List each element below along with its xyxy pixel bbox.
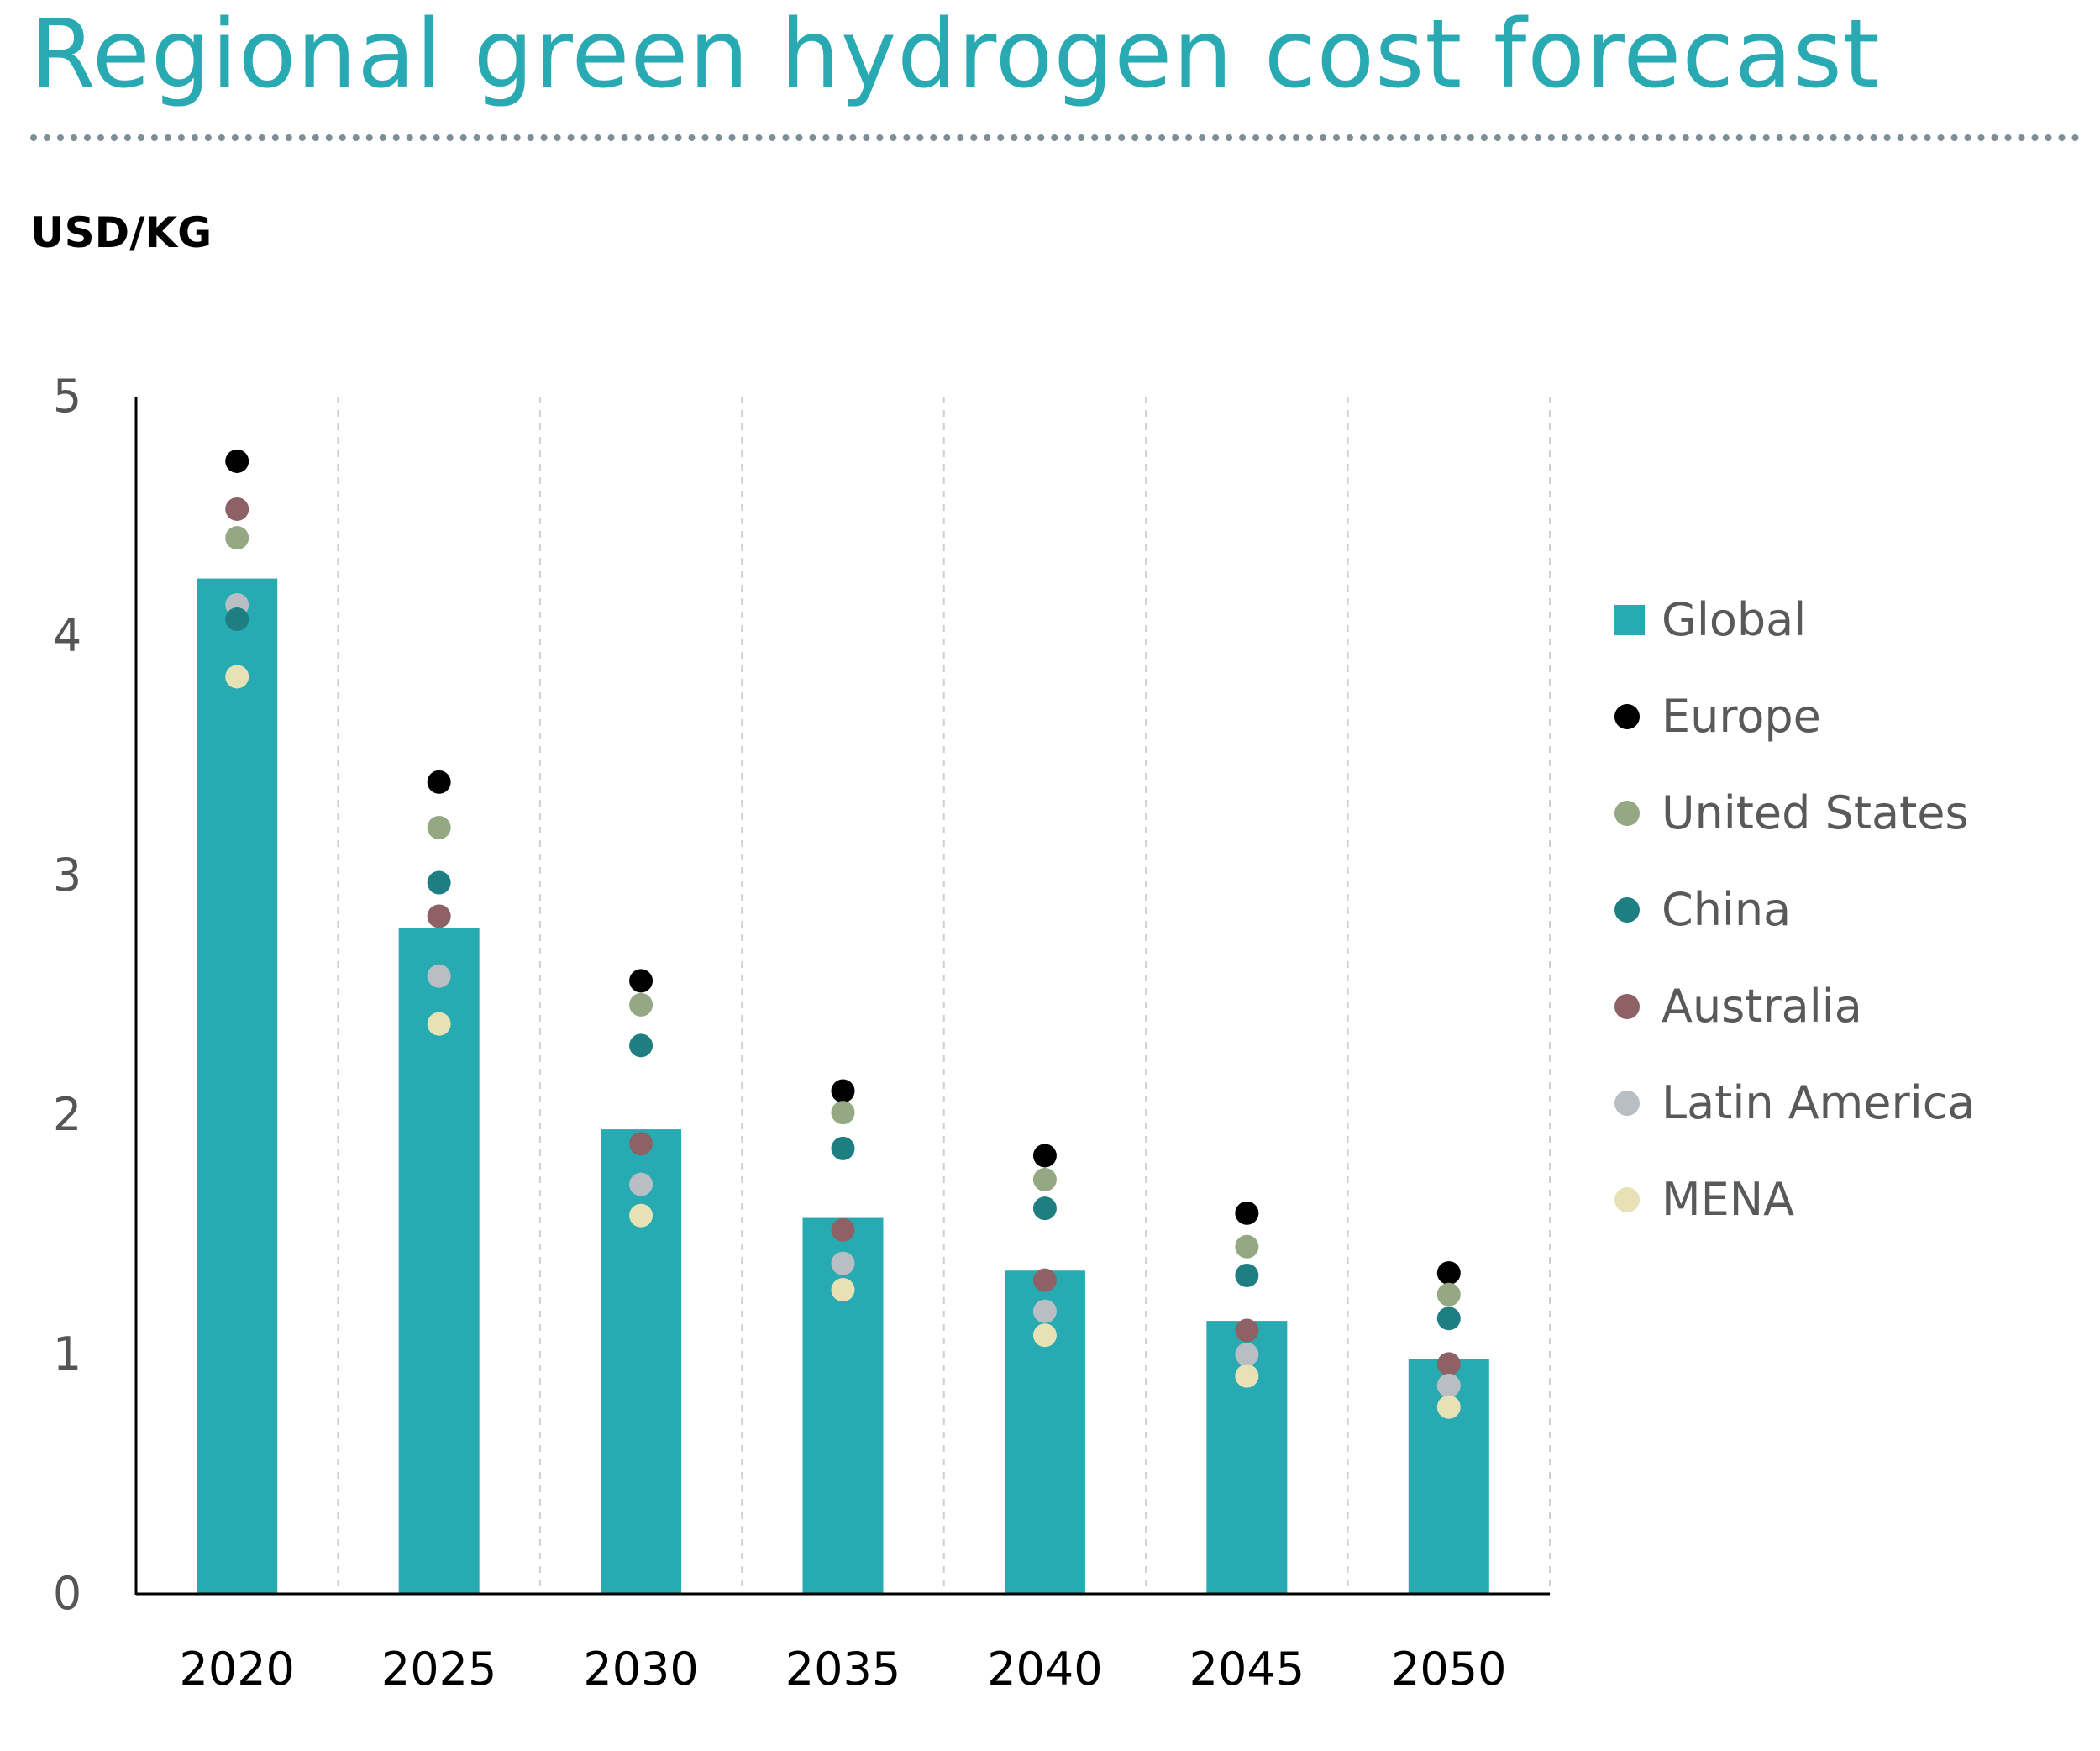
legend-item-latin-america: Latin America <box>1614 1054 1976 1151</box>
legend-swatch <box>1614 604 1645 635</box>
point-latin-america-2050 <box>1436 1374 1461 1398</box>
point-australia-2050 <box>1436 1352 1461 1376</box>
legend-swatch <box>1614 1090 1640 1116</box>
point-china-2040 <box>1032 1196 1057 1221</box>
title-divider <box>30 134 2080 141</box>
point-mena-2030 <box>629 1203 654 1228</box>
point-united-states-2050 <box>1436 1282 1461 1307</box>
point-europe-2035 <box>831 1079 855 1103</box>
point-latin-america-2030 <box>629 1172 654 1196</box>
point-australia-2045 <box>1235 1318 1259 1343</box>
point-united-states-2035 <box>831 1101 855 1125</box>
point-europe-2040 <box>1032 1144 1057 1168</box>
legend: Global Europe United States China Australia L… <box>1614 571 1976 1248</box>
legend-item-united-states: United States <box>1614 765 1976 861</box>
legend-label: Australia <box>1662 980 1862 1033</box>
legend-label: United States <box>1662 786 1969 839</box>
legend-item-global: Global <box>1614 571 1976 668</box>
point-china-2020 <box>225 607 249 632</box>
legend-swatch <box>1614 703 1640 729</box>
legend-label: China <box>1662 883 1792 936</box>
point-australia-2030 <box>629 1132 654 1156</box>
point-australia-2025 <box>427 904 451 928</box>
legend-item-australia: Australia <box>1614 958 1976 1054</box>
point-china-2035 <box>831 1136 855 1160</box>
legend-swatch <box>1614 993 1640 1019</box>
y-tick-label: 4 <box>53 609 81 662</box>
unit-label: USD/KG <box>30 208 213 257</box>
point-europe-2050 <box>1436 1261 1461 1286</box>
point-china-2030 <box>629 1033 654 1058</box>
legend-item-europe: Europe <box>1614 668 1976 765</box>
point-mena-2050 <box>1436 1395 1461 1419</box>
x-tick-labels: 2020 2025 2030 2035 2040 2045 2050 <box>179 1643 1506 1696</box>
point-china-2025 <box>427 870 451 895</box>
y-tick-label: 1 <box>53 1328 81 1380</box>
point-united-states-2040 <box>1032 1167 1057 1191</box>
point-latin-america-2035 <box>831 1251 855 1275</box>
bars <box>197 578 1489 1594</box>
x-tick-label: 2020 <box>179 1643 294 1696</box>
point-europe-2020 <box>225 449 249 473</box>
point-united-states-2025 <box>427 816 451 839</box>
y-tick-label: 2 <box>53 1088 81 1141</box>
point-europe-2025 <box>427 770 451 794</box>
legend-item-china: China <box>1614 861 1976 958</box>
legend-item-mena: MENA <box>1614 1151 1976 1248</box>
chart-title: Regional green hydrogen cost forecast <box>30 0 1881 109</box>
point-mena-2020 <box>225 665 249 689</box>
point-mena-2045 <box>1235 1364 1259 1388</box>
point-latin-america-2025 <box>427 964 451 988</box>
point-latin-america-2040 <box>1032 1299 1057 1323</box>
legend-label: Latin America <box>1662 1076 1976 1129</box>
x-tick-label: 2035 <box>785 1643 900 1696</box>
points <box>225 449 1461 1419</box>
point-europe-2030 <box>629 969 654 993</box>
y-tick-labels: 0 1 2 3 4 5 <box>53 370 81 1620</box>
point-europe-2045 <box>1235 1201 1259 1225</box>
x-tick-label: 2025 <box>381 1643 496 1696</box>
point-mena-2040 <box>1032 1323 1057 1348</box>
point-united-states-2045 <box>1235 1234 1259 1259</box>
point-australia-2020 <box>225 497 249 521</box>
point-united-states-2030 <box>629 992 654 1017</box>
legend-swatch <box>1614 897 1640 923</box>
y-tick-label: 0 <box>53 1567 81 1620</box>
bar-global-2025 <box>398 928 480 1594</box>
legend-swatch <box>1614 800 1640 826</box>
point-china-2050 <box>1436 1307 1461 1331</box>
legend-label: Global <box>1662 593 1807 646</box>
axes <box>134 397 1550 1596</box>
point-australia-2040 <box>1032 1268 1057 1292</box>
point-latin-america-2045 <box>1235 1343 1259 1366</box>
point-united-states-2020 <box>225 526 249 550</box>
gridlines <box>337 397 1551 1594</box>
legend-label: Europe <box>1662 690 1821 743</box>
bar-global-2020 <box>197 578 278 1594</box>
y-tick-label: 3 <box>53 849 81 902</box>
legend-label: MENA <box>1662 1173 1795 1226</box>
x-tick-label: 2050 <box>1391 1643 1506 1696</box>
point-mena-2035 <box>831 1278 855 1302</box>
x-tick-label: 2030 <box>583 1643 698 1696</box>
x-tick-label: 2045 <box>1189 1643 1305 1696</box>
y-tick-label: 5 <box>53 370 81 423</box>
point-china-2045 <box>1235 1263 1259 1287</box>
legend-swatch <box>1614 1186 1640 1212</box>
bar-global-2030 <box>601 1129 682 1594</box>
point-mena-2025 <box>427 1012 451 1036</box>
x-tick-label: 2040 <box>987 1643 1102 1696</box>
point-australia-2035 <box>831 1217 855 1242</box>
